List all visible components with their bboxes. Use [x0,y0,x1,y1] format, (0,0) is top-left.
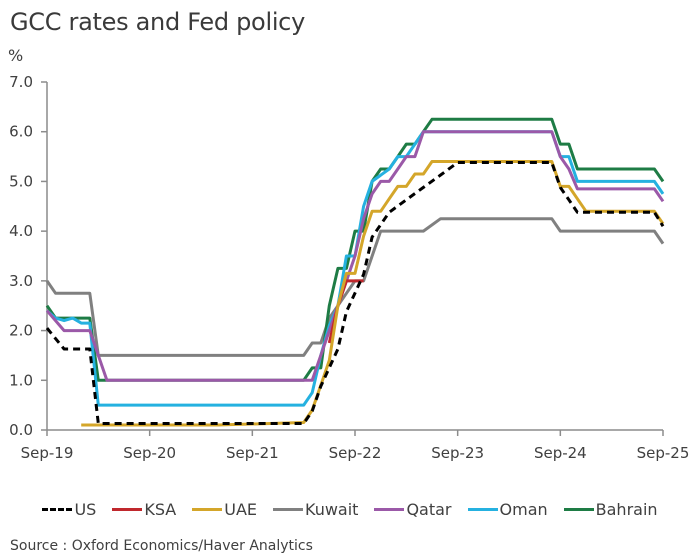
legend-swatch [42,508,73,511]
legend-label: US [74,500,97,519]
legend-item-ksa: KSA [112,500,176,519]
legend-swatch [374,508,405,511]
y-tick-label: 6.0 [9,123,33,141]
legend-item-oman: Oman [467,500,548,519]
y-axis-unit-label: % [8,46,24,65]
y-tick-label: 4.0 [9,222,33,240]
y-tick-label: 7.0 [9,73,33,91]
legend-label: Kuwait [305,500,359,519]
source-note: Source : Oxford Economics/Haver Analytic… [10,538,313,554]
chart-title: GCC rates and Fed policy [10,8,305,36]
y-tick-label: 5.0 [9,172,33,190]
legend-label: Bahrain [595,500,658,519]
x-tick-label: Sep-25 [637,444,690,462]
x-tick-label: Sep-21 [226,444,279,462]
y-tick-label: 3.0 [9,272,33,290]
x-tick-label: Sep-23 [431,444,484,462]
series-line-uae [81,160,665,427]
y-tick-label: 2.0 [9,322,33,340]
x-tick-label: Sep-19 [21,444,74,462]
legend-label: UAE [224,500,257,519]
x-tick-label: Sep-20 [123,444,176,462]
x-tick-label: Sep-22 [329,444,382,462]
legend-item-bahrain: Bahrain [563,500,658,519]
series-line-kuwait [45,217,665,357]
y-tick-label: 1.0 [9,371,33,389]
legend-item-qatar: Qatar [374,500,452,519]
legend-swatch [563,508,594,511]
legend-swatch [112,508,143,511]
legend-label: Oman [499,500,548,519]
series-line-us [45,161,665,425]
legend-item-uae: UAE [192,500,257,519]
legend-label: KSA [144,500,177,519]
axes: 0.0 1.0 2.0 3.0 4.0 5.0 6.0 7.0 Sep-19 Sep-20 Sep-… [9,73,689,462]
legend-label: Qatar [406,500,452,519]
legend-item-us: US [42,500,96,519]
legend-swatch [273,508,303,511]
x-tick-label: Sep-24 [534,444,587,462]
legend: US KSA UAE Kuwait Qatar Oman Bahrain [0,500,700,519]
y-tick-label: 0.0 [9,421,33,439]
series-layer [45,117,665,427]
legend-swatch [467,508,498,511]
series-line-qatar [45,130,665,382]
legend-swatch [192,508,223,511]
legend-item-kuwait: Kuwait [273,500,358,519]
series-line-bahrain [45,117,665,382]
line-chart: 0.0 1.0 2.0 3.0 4.0 5.0 6.0 7.0 Sep-19 Sep-20 Sep-… [9,73,689,462]
